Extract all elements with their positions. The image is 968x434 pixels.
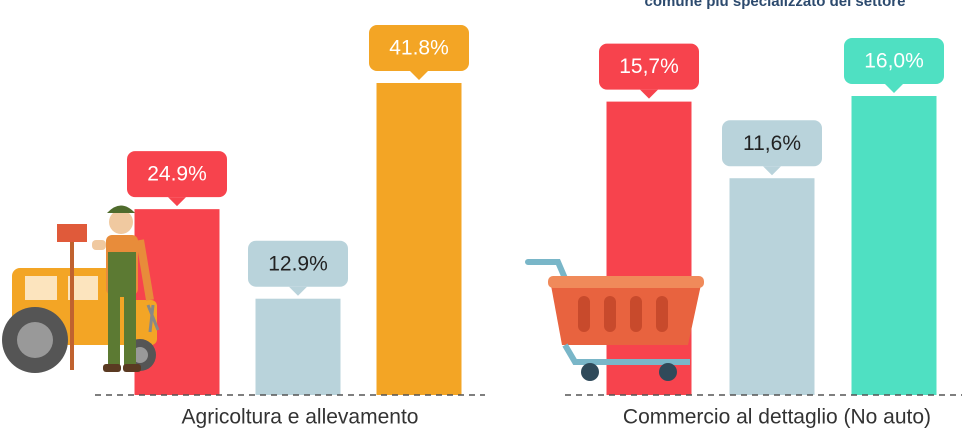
value-label: 24.9% bbox=[147, 163, 207, 186]
bar bbox=[730, 178, 815, 395]
cart-illustration bbox=[528, 262, 704, 381]
bubble-pointer bbox=[289, 287, 307, 296]
bubble-pointer bbox=[640, 90, 658, 99]
bubble-pointer bbox=[168, 197, 186, 206]
value-label: 12.9% bbox=[268, 252, 328, 275]
infographic: 24.9% 12.9% 41.8% 15,7% 11,6% 16,0% bbox=[0, 0, 968, 434]
chart-title: comune più specializzato del settore bbox=[645, 0, 906, 10]
bars-layer: 24.9% 12.9% 41.8% 15,7% 11,6% 16,0% bbox=[127, 25, 944, 395]
bar bbox=[852, 96, 937, 395]
value-label: 11,6% bbox=[743, 132, 801, 155]
bar bbox=[377, 83, 462, 395]
value-label: 16,0% bbox=[864, 50, 924, 73]
bubble-pointer bbox=[763, 166, 781, 175]
group-label: Commercio al dettaglio (No auto) bbox=[623, 406, 931, 429]
bar bbox=[607, 102, 692, 395]
value-label: 15,7% bbox=[619, 55, 679, 78]
bar bbox=[256, 299, 341, 395]
value-label: 41.8% bbox=[389, 37, 449, 60]
bubble-pointer bbox=[885, 84, 903, 93]
bubble-pointer bbox=[410, 71, 428, 80]
group-label: Agricoltura e allevamento bbox=[182, 406, 419, 429]
